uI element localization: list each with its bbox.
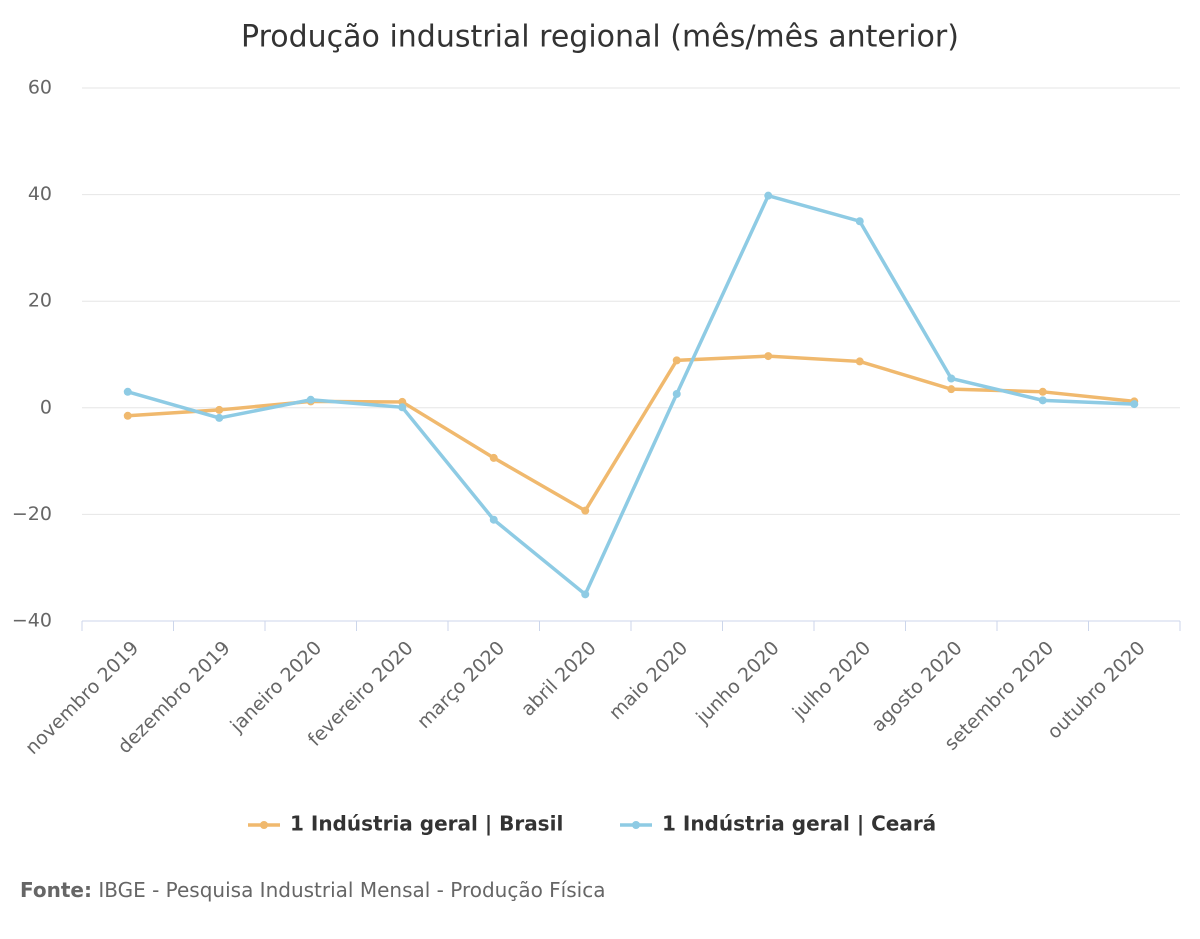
point [764, 352, 773, 361]
point [215, 413, 224, 422]
source: Fonte: IBGE - Pesquisa Industrial Mensal… [20, 878, 605, 902]
point [672, 389, 681, 398]
chart-title: Produção industrial regional (mês/mês an… [241, 20, 959, 55]
point [764, 191, 773, 200]
legend-marker [632, 821, 640, 829]
point [581, 590, 590, 599]
y-tick-label: 20 [28, 290, 52, 312]
point [306, 395, 315, 404]
x-tick-label: outubro 2020 [1043, 637, 1150, 744]
point [123, 387, 132, 396]
x-tick-label: março 2020 [413, 637, 509, 733]
point [947, 385, 956, 394]
y-tick-label: 0 [40, 396, 52, 418]
x-tick-label: maio 2020 [605, 637, 692, 724]
legend-marker [260, 821, 268, 829]
x-tick-label: junho 2020 [691, 637, 783, 729]
point [1038, 396, 1047, 405]
point [489, 515, 498, 524]
point [398, 403, 407, 412]
y-tick-label: −20 [12, 503, 52, 525]
source-text: IBGE - Pesquisa Industrial Mensal - Prod… [98, 878, 605, 902]
x-tick-label: julho 2020 [788, 637, 875, 724]
point [123, 411, 132, 420]
point [1038, 387, 1047, 396]
legend-label: 1 Indústria geral | Ceará [662, 812, 936, 836]
source-label: Fonte: [20, 878, 92, 902]
series-line [127, 193, 1135, 598]
point [581, 506, 590, 515]
y-tick-label: −40 [12, 610, 52, 632]
point [672, 356, 681, 365]
point [947, 374, 956, 383]
x-tick-label: agosto 2020 [867, 637, 966, 736]
x-tick-label: janeiro 2020 [226, 637, 327, 738]
point [215, 405, 224, 414]
point [1130, 400, 1139, 409]
point [855, 357, 864, 366]
y-tick-label: 40 [28, 183, 52, 205]
point [855, 217, 864, 226]
point [489, 453, 498, 462]
series-line [127, 354, 1135, 514]
y-tick-label: 60 [28, 77, 52, 99]
legend-label: 1 Indústria geral | Brasil [290, 812, 563, 836]
x-tick-label: abril 2020 [517, 637, 601, 721]
